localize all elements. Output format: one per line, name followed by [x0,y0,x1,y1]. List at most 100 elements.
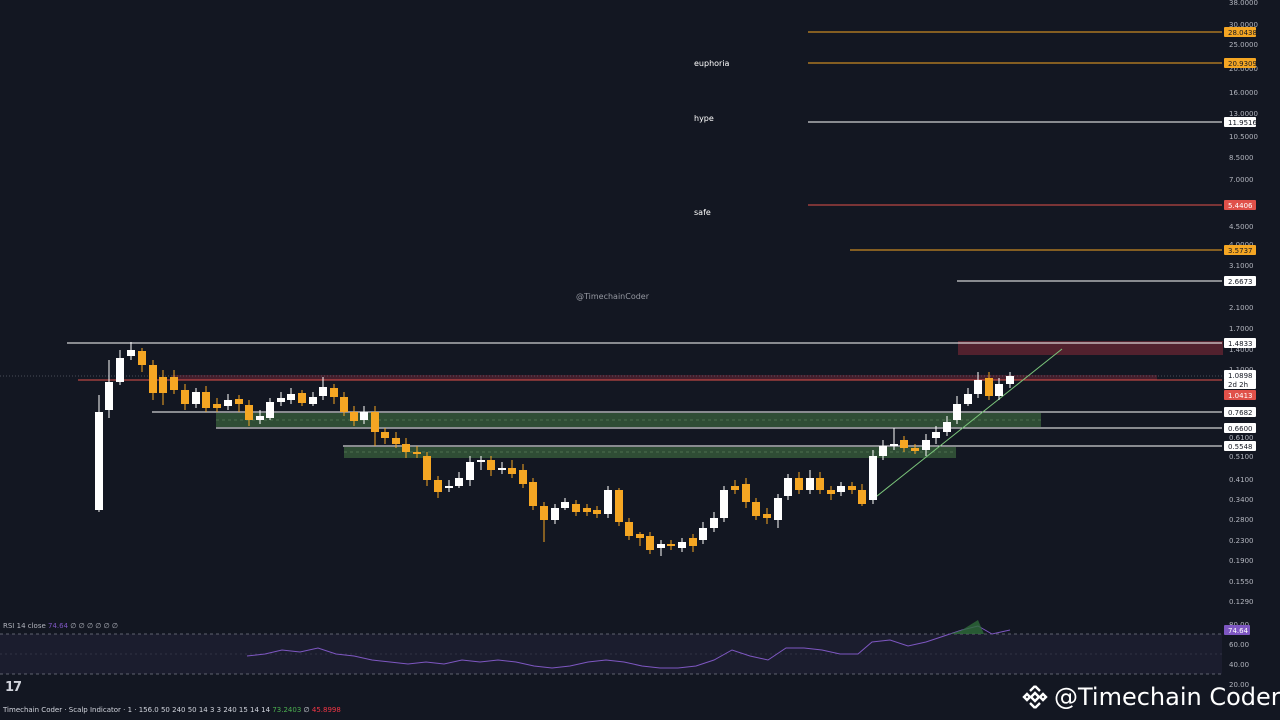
candle [235,395,243,412]
price-badge: 1.0413 [1224,390,1256,400]
candle-body [922,440,930,450]
candle [551,504,559,524]
price-tick: 3.1000 [1229,262,1254,270]
price-badge-text: 1.0898 [1228,372,1253,380]
candle-body [974,380,982,394]
candle [487,456,495,476]
candle [932,426,940,444]
candle-body [806,478,814,490]
candle [667,540,675,550]
candle-body [551,508,559,520]
candle-body [964,394,972,404]
candle [625,518,633,540]
price-badge-text: 3.5737 [1228,247,1253,255]
candle [848,482,856,494]
candle-body [213,404,221,408]
candle-body [116,358,124,382]
candle-body [720,490,728,518]
candle [974,372,982,398]
candle-body [540,506,548,520]
price-tick: 2.1000 [1229,304,1254,312]
candle-body [455,478,463,486]
candle-body [731,486,739,490]
candle [561,498,569,510]
price-badge-bg [1224,407,1256,417]
candle [181,384,189,410]
price-badge: 1.4833 [1224,338,1256,348]
candle [763,508,771,524]
candle-body [298,393,306,403]
candle-body [235,399,243,404]
trendline [871,348,1063,501]
candle-body [192,392,200,404]
candle-body [445,486,453,488]
price-badge-bg [1224,200,1256,210]
candle [105,360,113,418]
candle [381,428,389,444]
candle [434,476,442,498]
candle [402,438,410,458]
candle [583,504,591,516]
price-badge-bg [1224,338,1256,348]
candle [95,395,103,512]
price-badge: 20.9309 [1224,58,1257,68]
rsi-legend[interactable]: RSI 14 close 74.64 ∅ ∅ ∅ ∅ ∅ ∅ [3,622,118,630]
candle-body [392,438,400,444]
rsi-params: 14 close [16,622,46,630]
candle-body [138,351,146,365]
candle-body [287,394,295,400]
resistance-zone [172,375,1157,380]
price-tick: 0.5100 [1229,453,1254,461]
price-tick: 25.0000 [1229,41,1258,49]
candles [95,342,1014,556]
price-badge: 2.6673 [1224,276,1256,286]
candle [360,406,368,424]
candle-body [159,377,167,393]
price-tick: 13.0000 [1229,110,1258,118]
price-tick: 0.1900 [1229,557,1254,565]
rsi-badge: 74.64 [1224,625,1250,635]
candle-body [593,510,601,514]
candle [423,452,431,486]
price-tick: 1.7000 [1229,325,1254,333]
candle [138,348,146,372]
price-tick: 0.2300 [1229,537,1254,545]
candle-body [498,468,506,470]
candle [519,464,527,488]
candle-body [360,412,368,420]
price-badge-bg [1224,58,1256,68]
candle-body [678,542,686,548]
price-badge-bg [1224,379,1256,389]
candle [890,428,898,450]
candle-body [202,392,210,408]
candle-body [932,432,940,438]
price-tick: 0.1550 [1229,578,1254,586]
brand-text: @Timechain Coder [1054,683,1280,711]
price-badge-bg [1224,370,1256,380]
candle [879,440,887,460]
indicator-legend[interactable]: Timechain Coder · Scalp Indicator · 1 · … [3,706,341,714]
candle [309,392,317,406]
candle [445,480,453,492]
price-tick: 0.6100 [1229,434,1254,442]
rsi-tick: 60.00 [1229,641,1249,649]
candle [330,384,338,404]
candle-body [266,402,274,418]
candle-body [742,484,750,502]
candle [900,436,908,452]
level-label-hype: hype [694,114,714,123]
candle-body [827,490,835,494]
candle [529,478,537,510]
candle-body [95,412,103,510]
rsi-extras: ∅ ∅ ∅ ∅ ∅ ∅ [70,622,119,630]
tradingview-logo-icon[interactable]: 17 [5,680,22,695]
candle [774,494,782,528]
supply-zone [958,341,1223,355]
candle-body [869,456,877,500]
candle [572,500,580,516]
price-tick: 38.0000 [1229,0,1258,7]
rsi-tick: 40.00 [1229,661,1249,669]
candle [213,398,221,412]
price-badge-bg [1224,27,1256,37]
